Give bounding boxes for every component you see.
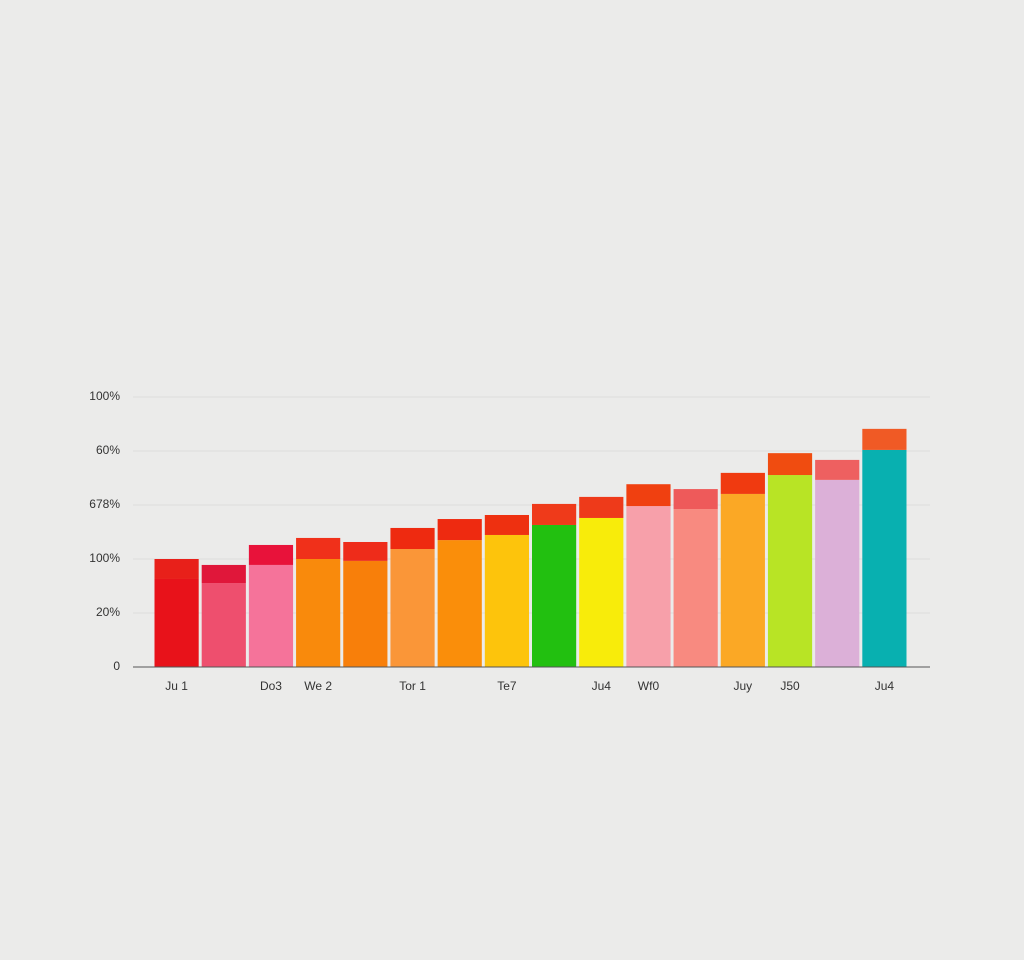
- bar-segment: [579, 517, 624, 667]
- bar-segment: [626, 484, 671, 507]
- bar-segment: [720, 472, 765, 494]
- y-tick-label: 60%: [96, 443, 120, 457]
- y-tick-label: 678%: [89, 497, 120, 511]
- bar-segment: [532, 503, 577, 525]
- x-tick-label: Ju4: [592, 679, 612, 693]
- bar-segment: [201, 564, 246, 584]
- bar-segment: [767, 475, 813, 667]
- x-tick-label: Do3: [260, 679, 282, 693]
- bar-segment: [296, 559, 341, 667]
- y-tick-label: 20%: [96, 605, 120, 619]
- bar-segment: [815, 479, 860, 667]
- x-tick-label: Tor 1: [399, 679, 426, 693]
- y-tick-label: 100%: [89, 551, 120, 565]
- x-tick-label: We 2: [304, 679, 332, 693]
- bar-segment: [579, 496, 624, 518]
- bar-segment: [437, 540, 482, 667]
- bar-segment: [767, 453, 813, 476]
- y-tick-label: 0: [113, 659, 120, 673]
- bar-segment: [815, 459, 860, 480]
- bar-segment: [201, 583, 246, 667]
- bar-segment: [720, 493, 765, 667]
- bar-segment: [532, 524, 577, 667]
- bar-segment: [437, 519, 482, 541]
- bar-segment: [154, 559, 199, 579]
- bar-segment: [248, 564, 294, 667]
- bar-segment: [626, 506, 671, 667]
- bar-segment: [248, 544, 294, 565]
- bar-segment: [390, 549, 435, 667]
- x-tick-label: Wf0: [638, 679, 660, 693]
- x-tick-label: Ju4: [875, 679, 895, 693]
- bar-segment: [673, 489, 718, 510]
- bar-segment: [673, 509, 718, 667]
- x-tick-label: J50: [780, 679, 800, 693]
- x-tick-label: Te7: [497, 679, 517, 693]
- bar-segment: [862, 428, 907, 450]
- y-tick-label: 100%: [89, 389, 120, 403]
- bar-segment: [484, 534, 529, 667]
- bar-segment: [154, 578, 199, 667]
- bar-segment: [296, 537, 341, 559]
- bar-segment: [390, 527, 435, 550]
- bar-segment: [484, 514, 529, 535]
- bar-segment: [862, 449, 907, 667]
- bar-segment: [343, 541, 388, 561]
- x-tick-label: Ju 1: [165, 679, 188, 693]
- x-tick-label: Juy: [734, 679, 753, 693]
- bar-segment: [343, 560, 388, 667]
